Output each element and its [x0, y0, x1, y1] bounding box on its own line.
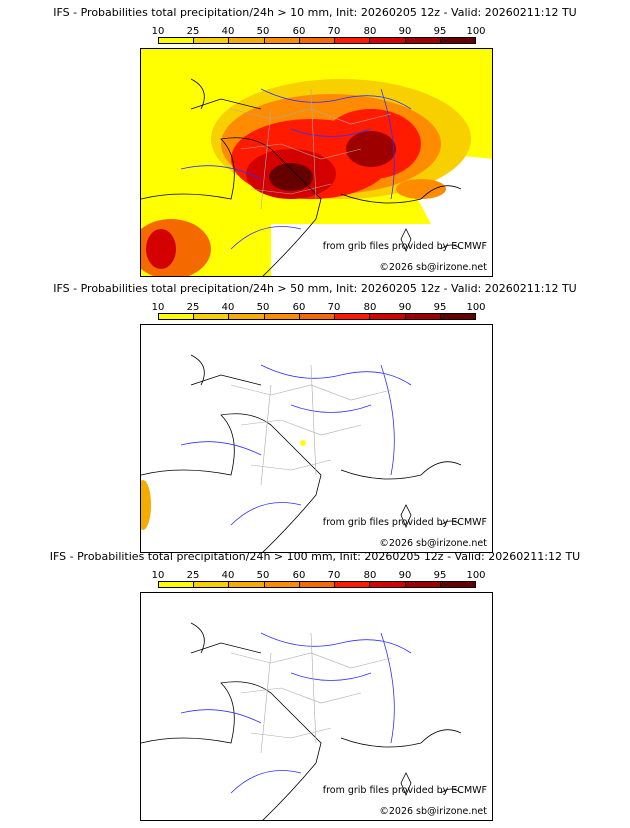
map-graphic: [141, 49, 492, 276]
colorbar: 10 25 40 50 60 70 80 90 95 100: [152, 570, 486, 589]
colorbar-swatch: [370, 314, 406, 319]
colorbar-ticks: 10 25 40 50 60 70 80 90 95 100: [152, 26, 486, 37]
colorbar-tick-label: 80: [363, 302, 377, 313]
colorbar-tick-label: 50: [256, 302, 270, 313]
colorbar-tick-label: 40: [221, 570, 235, 581]
colorbar-tick-label: 10: [151, 26, 165, 37]
colorbar-tick-label: 25: [186, 570, 200, 581]
copyright-text: ©2026 sb@irizone.net: [379, 262, 487, 273]
colorbar-swatch: [405, 582, 441, 587]
colorbar-swatch: [370, 582, 406, 587]
probability-panel: IFS - Probabilities total precipitation/…: [0, 0, 630, 277]
colorbar-swatch: [159, 38, 195, 43]
colorbar-swatch: [194, 38, 230, 43]
colorbar-swatch: [299, 314, 336, 319]
colorbar-swatches: [158, 313, 476, 320]
colorbar-swatches: [158, 37, 476, 44]
panel-title: IFS - Probabilities total precipitation/…: [49, 550, 581, 563]
colorbar-swatch: [194, 582, 230, 587]
colorbar-tick-label: 90: [398, 570, 412, 581]
colorbar-tick-label: 80: [363, 570, 377, 581]
colorbar-tick-label: 70: [327, 570, 341, 581]
colorbar-swatch: [440, 38, 475, 43]
colorbar-swatch: [159, 582, 195, 587]
colorbar-swatch: [229, 582, 265, 587]
colorbar-swatch: [335, 38, 371, 43]
colorbar-swatch: [264, 38, 300, 43]
colorbar-tick-label: 95: [433, 302, 447, 313]
colorbar-swatch: [405, 38, 441, 43]
panel-title: IFS - Probabilities total precipitation/…: [53, 282, 577, 295]
data-source-credit: from grib files provided by ECMWF: [322, 785, 487, 796]
colorbar-tick-label: 60: [292, 570, 306, 581]
colorbar-swatch: [405, 314, 441, 319]
copyright-text: ©2026 sb@irizone.net: [379, 806, 487, 817]
colorbar-swatch: [299, 582, 336, 587]
colorbar-ticks: 10 25 40 50 60 70 80 90 95 100: [152, 302, 486, 313]
map-graphic: [141, 622, 462, 820]
colorbar-tick-label: 100: [466, 570, 486, 581]
probability-panel: IFS - Probabilities total precipitation/…: [0, 544, 630, 821]
colorbar-swatch: [335, 582, 371, 587]
colorbar-tick-label: 50: [256, 26, 270, 37]
copyright-text: ©2026 sb@irizone.net: [379, 538, 487, 549]
colorbar-tick-label: 100: [466, 302, 486, 313]
colorbar-swatch: [335, 314, 371, 319]
colorbar-swatch: [194, 314, 230, 319]
colorbar-swatch: [440, 314, 475, 319]
map-graphic: [141, 354, 462, 552]
probability-panel: IFS - Probabilities total precipitation/…: [0, 276, 630, 553]
colorbar-tick-label: 90: [398, 26, 412, 37]
colorbar-tick-label: 10: [151, 570, 165, 581]
colorbar-swatch: [229, 314, 265, 319]
colorbar-swatch: [264, 314, 300, 319]
colorbar-tick-label: 80: [363, 26, 377, 37]
colorbar-tick-label: 50: [256, 570, 270, 581]
colorbar-ticks: 10 25 40 50 60 70 80 90 95 100: [152, 570, 486, 581]
colorbar-tick-label: 90: [398, 302, 412, 313]
colorbar-tick-label: 25: [186, 302, 200, 313]
colorbar-tick-label: 40: [221, 26, 235, 37]
colorbar-swatch: [159, 314, 195, 319]
colorbar-swatch: [229, 38, 265, 43]
colorbar-swatch: [440, 582, 475, 587]
colorbar-tick-label: 40: [221, 302, 235, 313]
colorbar-tick-label: 70: [327, 26, 341, 37]
colorbar-tick-label: 100: [466, 26, 486, 37]
panel-title: IFS - Probabilities total precipitation/…: [53, 6, 577, 19]
colorbar-swatch: [264, 582, 300, 587]
colorbar-swatch: [370, 38, 406, 43]
colorbar-tick-label: 70: [327, 302, 341, 313]
colorbar-swatches: [158, 581, 476, 588]
colorbar-tick-label: 60: [292, 26, 306, 37]
colorbar-tick-label: 95: [433, 26, 447, 37]
colorbar: 10 25 40 50 60 70 80 90 95 100: [152, 302, 486, 321]
data-source-credit: from grib files provided by ECMWF: [322, 517, 487, 528]
precipitation-map: from grib files provided by ECMWF ©2026 …: [140, 324, 493, 553]
colorbar: 10 25 40 50 60 70 80 90 95 100: [152, 26, 486, 45]
precipitation-map: from grib files provided by ECMWF ©2026 …: [140, 592, 493, 821]
colorbar-tick-label: 25: [186, 26, 200, 37]
colorbar-tick-label: 10: [151, 302, 165, 313]
precipitation-map: from grib files provided by ECMWF ©2026 …: [140, 48, 493, 277]
data-source-credit: from grib files provided by ECMWF: [322, 241, 487, 252]
colorbar-tick-label: 60: [292, 302, 306, 313]
colorbar-tick-label: 95: [433, 570, 447, 581]
colorbar-swatch: [299, 38, 336, 43]
